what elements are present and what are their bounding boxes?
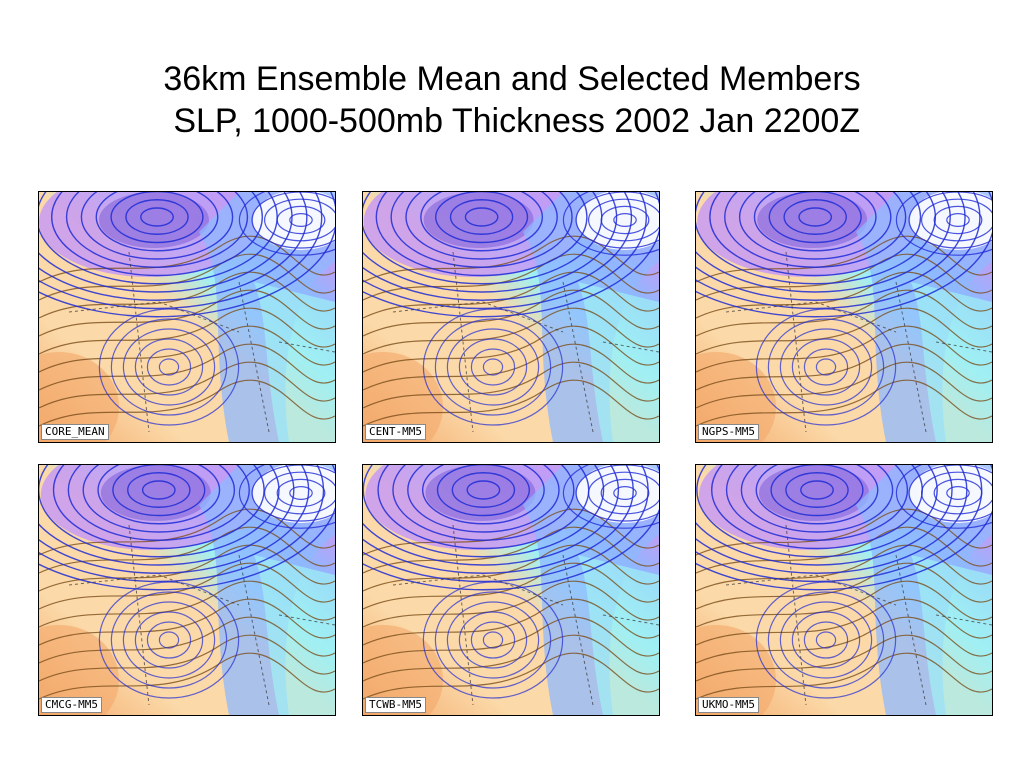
- panel-label-cmcg-mm5: CMCG-MM5: [41, 697, 102, 713]
- panel-label-cent-mm5: CENT-MM5: [365, 424, 426, 440]
- map-panel-cent-mm5: CENT-MM5: [362, 191, 660, 443]
- map-image-tcwb-mm5: [363, 465, 659, 715]
- map-panel-tcwb-mm5: TCWB-MM5: [362, 464, 660, 716]
- panel-label-core-mean: CORE_MEAN: [41, 424, 109, 440]
- panel-label-tcwb-mm5: TCWB-MM5: [365, 697, 426, 713]
- map-panel-cmcg-mm5: CMCG-MM5: [38, 464, 336, 716]
- map-image-cent-mm5: [363, 192, 659, 442]
- panel-label-ngps-mm5: NGPS-MM5: [698, 424, 759, 440]
- title-line-1: 36km Ensemble Mean and Selected Members: [163, 60, 861, 98]
- slide-title: 36km Ensemble Mean and Selected Members …: [0, 58, 1024, 142]
- panel-label-ukmo-mm5: UKMO-MM5: [698, 697, 759, 713]
- map-panel-ngps-mm5: NGPS-MM5: [695, 191, 993, 443]
- map-panel-core-mean: CORE_MEAN: [38, 191, 336, 443]
- map-image-ukmo-mm5: [696, 465, 992, 715]
- map-panel-ukmo-mm5: UKMO-MM5: [695, 464, 993, 716]
- map-image-ngps-mm5: [696, 192, 992, 442]
- map-image-core-mean: [39, 192, 335, 442]
- title-line-2: SLP, 1000-500mb Thickness 2002 Jan 2200Z: [163, 102, 861, 140]
- map-image-cmcg-mm5: [39, 465, 335, 715]
